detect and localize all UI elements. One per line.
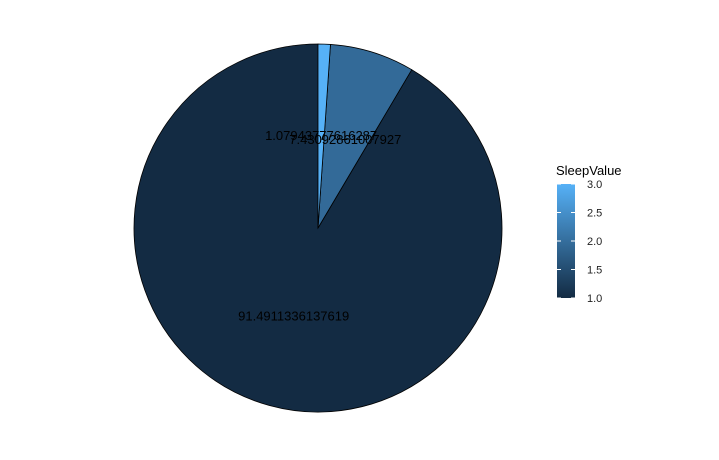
legend-tick-label: 2.5 <box>587 208 602 220</box>
legend-tick-label: 3.0 <box>587 179 602 191</box>
slice-label-3: 1.07943777616287 <box>265 128 377 143</box>
pie-labels: 91.4911336137619 7.430928610079271.079437… <box>238 128 401 324</box>
legend-title: SleepValue <box>556 163 622 178</box>
legend-colorbar <box>557 184 575 298</box>
legend-tick-label: 1.0 <box>587 293 602 305</box>
legend-tick-label: 2.0 <box>587 236 602 248</box>
legend: SleepValue 1.0 1.5 2.0 2.5 3.0 <box>556 163 622 305</box>
slice-label-2: 7.43092861007927 <box>289 132 401 147</box>
slice-label-1: 91.4911336137619 <box>238 309 349 324</box>
legend-ticks: 1.0 1.5 2.0 2.5 3.0 <box>557 179 602 305</box>
pie-slices <box>133 43 503 413</box>
legend-tick-label: 1.5 <box>587 265 602 277</box>
pie-slice-3 <box>317 43 331 229</box>
